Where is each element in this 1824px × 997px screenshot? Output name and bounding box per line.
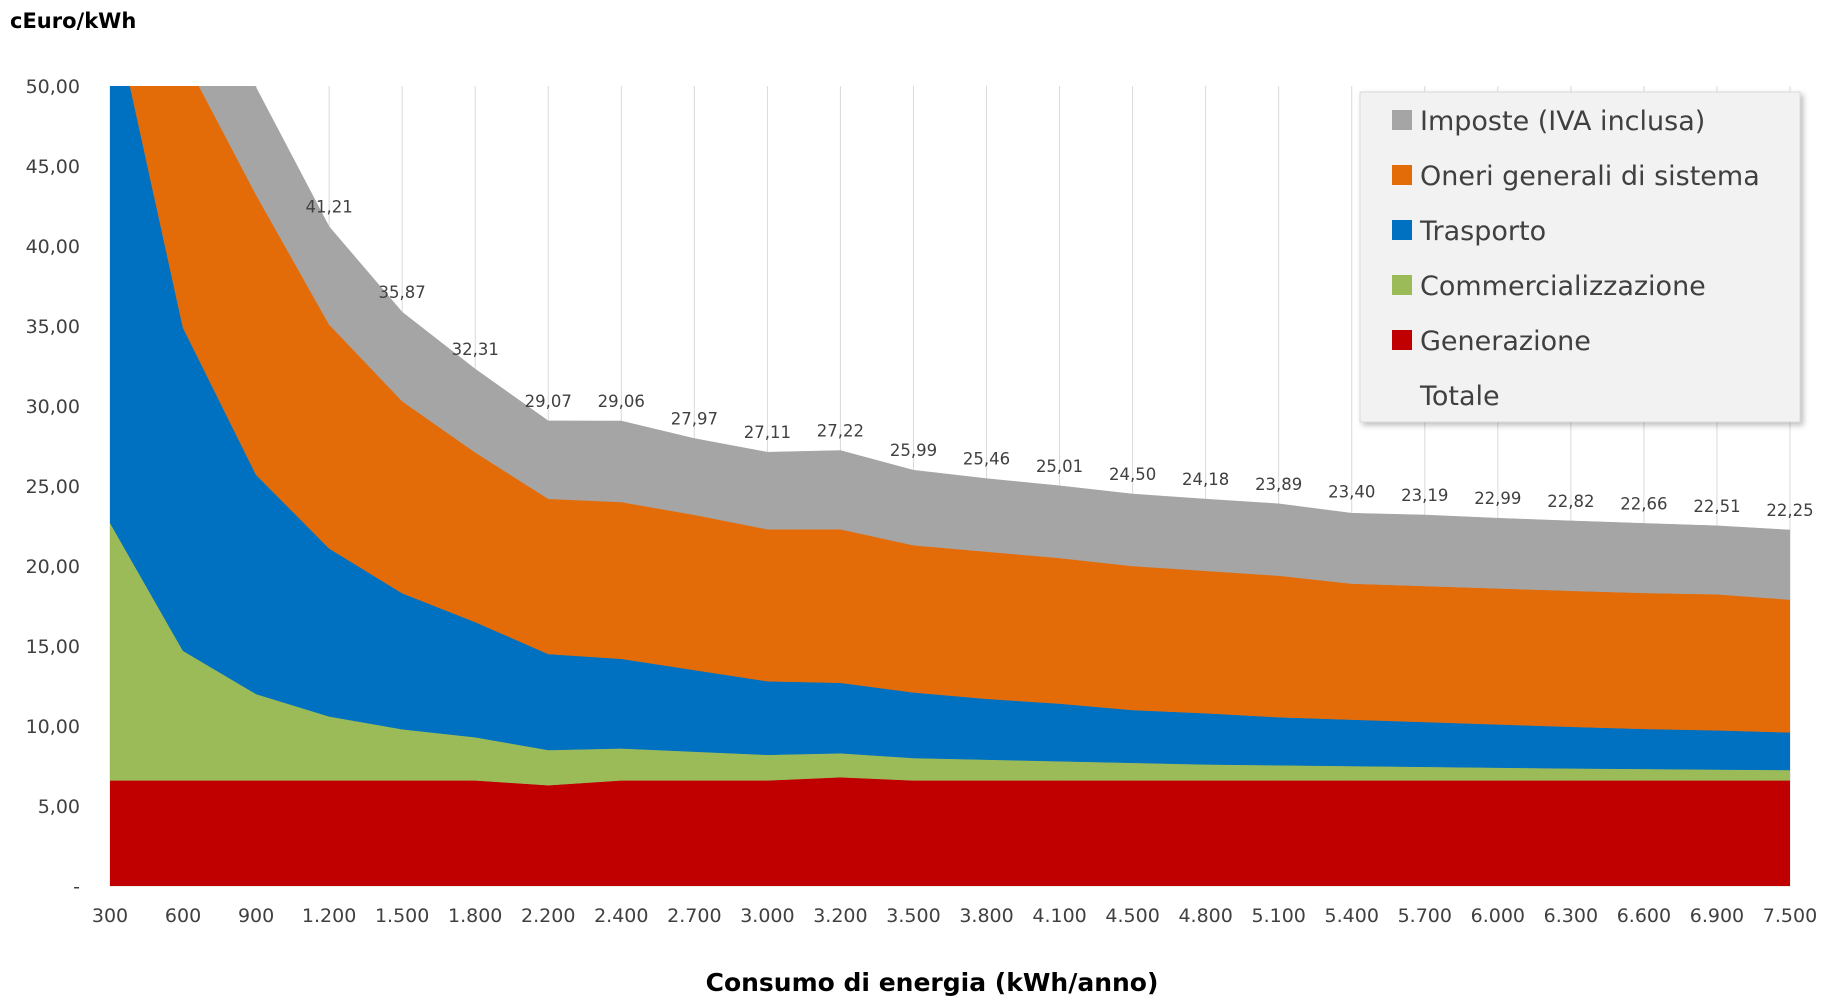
total-label: 22,66 — [1620, 494, 1667, 513]
x-tick-label: 4.100 — [1032, 905, 1086, 927]
total-data-labels: 41,21 35,87 32,31 29,07 29,06 27,97 27,11 27,22… — [306, 198, 1814, 520]
x-tick-label: 2.400 — [594, 905, 648, 927]
y-tick-label: - — [73, 876, 80, 898]
area-generazione — [110, 776, 1790, 886]
total-label: 35,87 — [379, 283, 426, 302]
y-tick-label: 5,00 — [38, 796, 80, 818]
total-label: 29,06 — [598, 392, 645, 411]
total-label: 27,22 — [817, 421, 864, 440]
y-tick-label: 35,00 — [26, 316, 80, 338]
legend-swatch — [1392, 275, 1412, 295]
x-tick-label: 7.500 — [1763, 905, 1817, 927]
y-tick-label: 20,00 — [26, 556, 80, 578]
y-tick-labels: - 5,00 10,00 15,00 20,00 25,00 30,00 35,00 40,00… — [26, 76, 80, 898]
legend-label: Trasporto — [1419, 216, 1546, 247]
x-tick-label: 2.200 — [521, 905, 575, 927]
total-label: 23,19 — [1401, 486, 1448, 505]
total-label: 27,11 — [744, 423, 791, 442]
total-label: 22,99 — [1474, 489, 1521, 508]
x-tick-label: 6.600 — [1617, 905, 1671, 927]
x-tick-label: 6.300 — [1544, 905, 1598, 927]
x-tick-label: 3.000 — [740, 905, 794, 927]
legend-swatch — [1392, 110, 1412, 130]
total-label: 22,25 — [1766, 501, 1813, 520]
x-tick-label: 4.500 — [1105, 905, 1159, 927]
y-tick-label: 30,00 — [26, 396, 80, 418]
legend: Imposte (IVA inclusa) Oneri generali di s… — [1359, 91, 1801, 423]
x-tick-label: 6.900 — [1690, 905, 1744, 927]
x-tick-label: 1.800 — [448, 905, 502, 927]
total-label: 24,50 — [1109, 465, 1156, 484]
series-areas — [110, 86, 1790, 886]
y-tick-label: 45,00 — [26, 156, 80, 178]
x-tick-label: 1.500 — [375, 905, 429, 927]
legend-label: Totale — [1419, 381, 1500, 412]
x-tick-label: 600 — [165, 905, 201, 927]
y-tick-label: 10,00 — [26, 716, 80, 738]
total-label: 29,07 — [525, 392, 572, 411]
legend-box — [1359, 91, 1801, 423]
total-label: 22,82 — [1547, 492, 1594, 511]
x-tick-label: 3.200 — [813, 905, 867, 927]
x-tick-label: 1.200 — [302, 905, 356, 927]
total-label: 27,97 — [671, 409, 718, 428]
total-label: 41,21 — [306, 198, 353, 217]
x-tick-label: 3.500 — [886, 905, 940, 927]
x-axis-title: Consumo di energia (kWh/anno) — [706, 968, 1159, 997]
x-tick-label: 300 — [92, 905, 128, 927]
y-tick-label: 50,00 — [26, 76, 80, 98]
x-tick-label: 6.000 — [1471, 905, 1525, 927]
x-tick-label: 5.400 — [1325, 905, 1379, 927]
legend-swatch — [1392, 220, 1412, 240]
y-tick-label: 15,00 — [26, 636, 80, 658]
legend-label: Imposte (IVA inclusa) — [1420, 106, 1705, 137]
x-tick-label: 5.100 — [1251, 905, 1305, 927]
total-label: 22,51 — [1693, 497, 1740, 516]
x-tick-label: 5.700 — [1398, 905, 1452, 927]
legend-label: Commercializzazione — [1420, 271, 1706, 302]
total-label: 23,40 — [1328, 483, 1375, 502]
x-tick-label: 2.700 — [667, 905, 721, 927]
total-label: 25,01 — [1036, 457, 1083, 476]
x-tick-label: 900 — [238, 905, 274, 927]
legend-label: Oneri generali di sistema — [1420, 161, 1760, 192]
total-label: 25,46 — [963, 450, 1010, 469]
y-tick-label: 25,00 — [26, 476, 80, 498]
total-label: 23,89 — [1255, 475, 1302, 494]
legend-swatch — [1392, 165, 1412, 185]
x-tick-label: 3.800 — [959, 905, 1013, 927]
y-axis-title: cEuro/kWh — [10, 9, 136, 33]
x-tick-labels: 300 600 900 1.200 1.500 1.800 2.200 2.400 2.700 3… — [92, 905, 1817, 927]
area-imposte-iva-inclusa — [198, 86, 1790, 600]
legend-swatch — [1392, 330, 1412, 350]
x-tick-label: 4.800 — [1178, 905, 1232, 927]
total-label: 32,31 — [452, 340, 499, 359]
y-tick-label: 40,00 — [26, 236, 80, 258]
legend-label: Generazione — [1420, 326, 1591, 357]
total-label: 25,99 — [890, 441, 937, 460]
total-label: 24,18 — [1182, 470, 1229, 489]
